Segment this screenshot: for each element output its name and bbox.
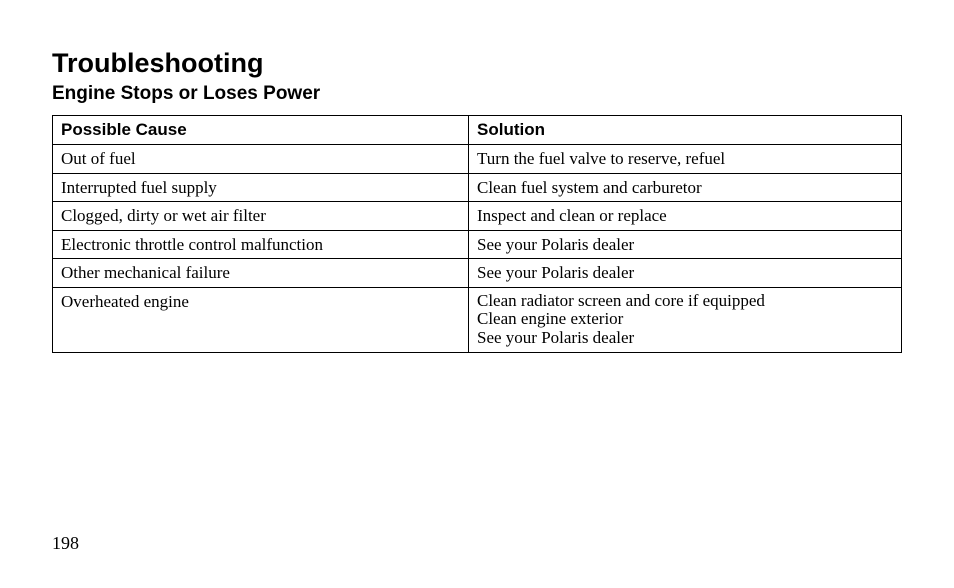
cause-cell: Interrupted fuel supply	[53, 173, 469, 202]
col-header-solution: Solution	[469, 116, 902, 145]
solution-cell: Clean fuel system and carburetor	[469, 173, 902, 202]
table-row: Overheated engine Clean radiator screen …	[53, 287, 902, 352]
table-row: Clogged, dirty or wet air filter Inspect…	[53, 202, 902, 231]
cause-cell: Clogged, dirty or wet air filter	[53, 202, 469, 231]
solution-cell: See your Polaris dealer	[469, 230, 902, 259]
solution-line: Clean engine exterior	[477, 310, 893, 329]
cause-cell: Electronic throttle control malfunction	[53, 230, 469, 259]
solution-cell: See your Polaris dealer	[469, 259, 902, 288]
col-header-cause: Possible Cause	[53, 116, 469, 145]
page-number: 198	[52, 533, 79, 554]
solution-line: See your Polaris dealer	[477, 329, 893, 348]
table-header-row: Possible Cause Solution	[53, 116, 902, 145]
table-row: Other mechanical failure See your Polari…	[53, 259, 902, 288]
cause-cell: Other mechanical failure	[53, 259, 469, 288]
solution-cell: Inspect and clean or replace	[469, 202, 902, 231]
cause-cell: Overheated engine	[53, 287, 469, 352]
cause-cell: Out of fuel	[53, 145, 469, 174]
troubleshooting-table: Possible Cause Solution Out of fuel Turn…	[52, 115, 902, 353]
solution-cell: Turn the fuel valve to reserve, refuel	[469, 145, 902, 174]
solution-cell: Clean radiator screen and core if equipp…	[469, 287, 902, 352]
manual-page: Troubleshooting Engine Stops or Loses Po…	[0, 0, 954, 353]
section-subtitle: Engine Stops or Loses Power	[52, 83, 902, 105]
table-row: Electronic throttle control malfunction …	[53, 230, 902, 259]
solution-line: Clean radiator screen and core if equipp…	[477, 292, 893, 311]
page-title: Troubleshooting	[52, 48, 902, 79]
table-row: Interrupted fuel supply Clean fuel syste…	[53, 173, 902, 202]
table-row: Out of fuel Turn the fuel valve to reser…	[53, 145, 902, 174]
